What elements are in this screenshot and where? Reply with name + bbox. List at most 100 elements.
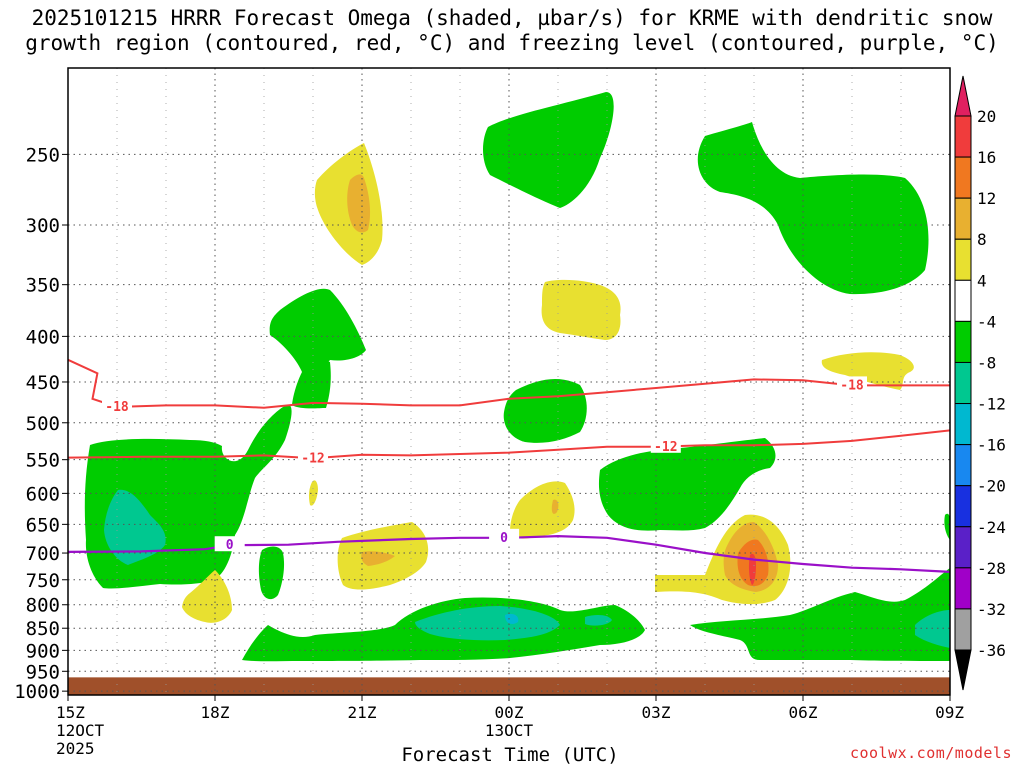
y-tick-label-600: 600 [26, 483, 60, 505]
y-tick-label-300: 300 [26, 215, 60, 237]
colorbar-label-7: -12 [977, 395, 1006, 414]
colorbar: 20 16 12 8 4 -4 -8 -12 -16 -20 -24 -28 -32 -36 [954, 75, 1006, 691]
x-tick-label-09Z: 09Z [935, 703, 964, 722]
colorbar-box-10 [954, 526, 972, 569]
y-tick-label-950: 950 [26, 661, 60, 683]
y-tick-label-350: 350 [26, 275, 60, 297]
dgz-label--12-b: -12 [654, 440, 677, 455]
chart-title: 2025101215 HRRR Forecast Omega (shaded, … [0, 6, 1024, 56]
colorbar-box-11 [954, 567, 972, 610]
y-tick-label-650: 650 [26, 514, 60, 536]
colorbar-box-4 [954, 279, 972, 322]
y-tick-label-250: 250 [26, 144, 60, 166]
x-tick-label-06Z: 06Z [789, 703, 818, 722]
colorbar-box-12 [954, 608, 972, 651]
colorbar-box-6 [954, 361, 972, 405]
colorbar-box-8 [954, 444, 972, 487]
y-tick-label-500: 500 [26, 413, 60, 435]
colorbar-label-5: -4 [977, 312, 996, 331]
y-tick-label-1000: 1000 [14, 681, 60, 703]
x-tick-sublabel-15Z: 12OCT [56, 721, 105, 740]
colorbar-top-arrow [954, 75, 972, 117]
colorbar-box-9 [954, 485, 972, 528]
colorbar-label-3: 8 [977, 230, 987, 249]
y-tick-label-700: 700 [26, 543, 60, 565]
omega-region-pos4-lower-left [182, 570, 232, 623]
dgz-label--18-b-box [837, 376, 867, 392]
y-tick-label-750: 750 [26, 570, 60, 592]
colorbar-label-4: 4 [977, 271, 987, 290]
y-axis: 2503003504004505005506006507007508008509… [14, 144, 68, 703]
omega-region-neg12-core [505, 613, 519, 624]
omega-region-neg8-bottom-small [585, 615, 612, 626]
omega-region-pos16-right [748, 553, 756, 585]
omega-region-pos8-upper [347, 174, 371, 233]
y-tick-label-550: 550 [26, 450, 60, 472]
colorbar-label-1: 16 [977, 148, 996, 167]
omega-region-neg4-right-mid [598, 438, 776, 531]
colorbar-box-2 [954, 197, 972, 240]
colorbar-bottom-arrow [954, 649, 972, 691]
omega-region-neg4-upper-right [697, 122, 929, 295]
dgz-label--12-a-box [298, 449, 328, 465]
chart-title-line-2: growth region (contoured, red, °C) and f… [25, 31, 999, 55]
colorbar-box-0 [954, 115, 972, 158]
colorbar-label-13: -36 [977, 641, 1006, 660]
x-tick-label-15Z: 15Z [56, 703, 85, 722]
omega-region-neg8-bottom-center [415, 606, 560, 641]
ground-below-surface [68, 677, 950, 695]
colorbar-label-8: -16 [977, 436, 1006, 455]
freezing-label-a-box [214, 536, 245, 552]
freezing-label-a: 0 [226, 538, 234, 553]
omega-region-neg4-bottom-right [690, 568, 950, 661]
omega-region-neg4-upper-center [483, 92, 614, 208]
colorbar-label-11: -28 [977, 559, 1006, 578]
freezing-label-b: 0 [500, 531, 508, 546]
colorbar-label-9: -20 [977, 477, 1006, 496]
x-tick-sublabel2-15Z: 2025 [56, 739, 95, 758]
y-tick-label-850: 850 [26, 618, 60, 640]
x-tick-label-21Z: 21Z [348, 703, 377, 722]
omega-region-neg4-edge-right [944, 513, 950, 540]
omega-region-pos4-upper-center [541, 279, 621, 340]
omega-region-neg4-mid-left [292, 361, 331, 409]
omega-region-neg4-small-a [258, 546, 285, 600]
freezing-label-b-box [489, 528, 520, 544]
y-tick-label-900: 900 [26, 640, 60, 662]
omega-region-neg4-mid-left-upper [269, 288, 366, 377]
omega-region-pos8-small [551, 499, 559, 514]
chart-title-line-1: 2025101215 HRRR Forecast Omega (shaded, … [31, 6, 993, 30]
x-tick-label-03Z: 03Z [642, 703, 671, 722]
x-axis-title: Forecast Time (UTC) [401, 744, 619, 766]
omega-region-neg8-left [104, 489, 166, 565]
contour-lines: -18 -18 -12 -12 0 0 [67, 358, 951, 573]
y-tick-label-450: 450 [26, 372, 60, 394]
dgz-label--12-b-box [650, 437, 681, 453]
omega-region-pos4-small-c [308, 480, 318, 506]
colorbar-box-5 [954, 320, 972, 363]
y-tick-label-400: 400 [26, 326, 60, 348]
colorbar-label-2: 12 [977, 189, 996, 208]
colorbar-box-1 [954, 156, 972, 199]
colorbar-label-6: -8 [977, 353, 996, 372]
dgz-label--18-a: -18 [105, 400, 129, 415]
x-tick-label-00Z: 00Z [495, 703, 524, 722]
dgz-label--12-a: -12 [301, 451, 324, 466]
omega-region-pos8-mid [361, 551, 395, 566]
x-tick-label-18Z: 18Z [201, 703, 230, 722]
watermark-url: coolwx.com/models [849, 744, 1012, 762]
dgz-contour--12 [67, 429, 951, 460]
x-tick-sublabel-00Z: 13OCT [485, 721, 534, 740]
colorbar-box-7 [954, 403, 972, 446]
colorbar-label-12: -32 [977, 600, 1006, 619]
omega-region-neg8-right-edge [915, 610, 950, 648]
colorbar-label-0: 20 [977, 107, 996, 126]
dgz-label--18-b: -18 [840, 378, 864, 393]
colorbar-label-10: -24 [977, 518, 1006, 537]
dgz-contour--18 [67, 358, 950, 409]
dgz-label--18-a-box [102, 397, 132, 413]
y-tick-label-800: 800 [26, 595, 60, 617]
colorbar-box-3 [954, 238, 972, 281]
